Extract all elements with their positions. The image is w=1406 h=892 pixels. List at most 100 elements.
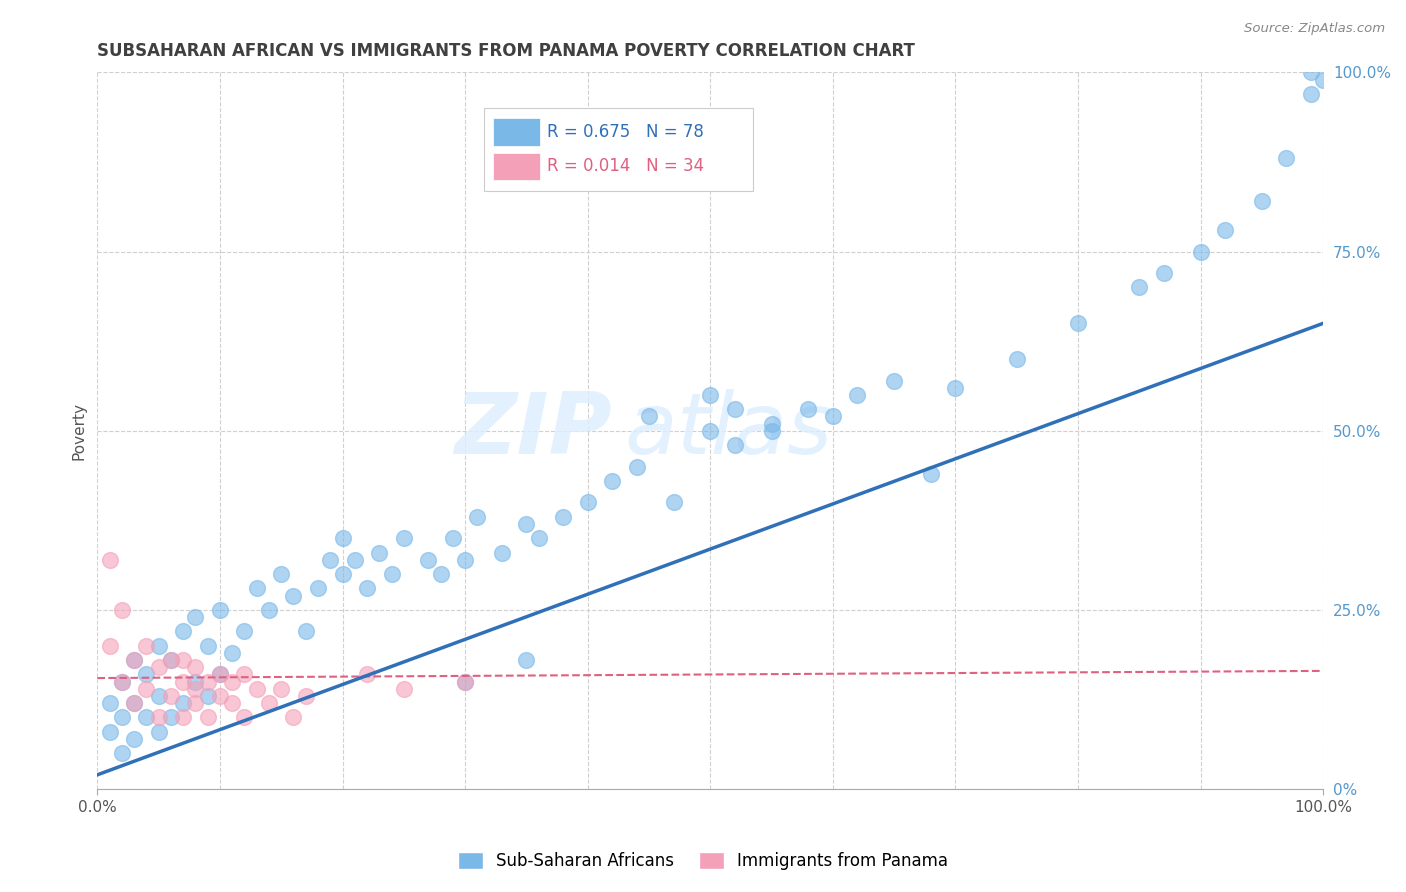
Point <box>111 747 134 761</box>
Point <box>246 681 269 696</box>
Point <box>1213 223 1236 237</box>
Point <box>699 424 721 438</box>
Legend: Sub-Saharan Africans, Immigrants from Panama: Sub-Saharan Africans, Immigrants from Pa… <box>453 847 953 875</box>
Point <box>233 624 256 639</box>
Point <box>356 582 378 596</box>
Y-axis label: Poverty: Poverty <box>72 401 86 459</box>
Point <box>454 674 477 689</box>
Point <box>1005 352 1028 367</box>
Point <box>294 689 316 703</box>
Point <box>98 553 121 567</box>
FancyBboxPatch shape <box>494 153 540 180</box>
Point <box>920 467 942 481</box>
Point <box>761 424 783 438</box>
Point <box>1251 194 1274 209</box>
Point <box>527 531 550 545</box>
FancyBboxPatch shape <box>494 119 540 145</box>
Point <box>111 710 134 724</box>
Point <box>368 546 391 560</box>
Text: SUBSAHARAN AFRICAN VS IMMIGRANTS FROM PANAMA POVERTY CORRELATION CHART: SUBSAHARAN AFRICAN VS IMMIGRANTS FROM PA… <box>97 42 915 60</box>
Point <box>135 710 157 724</box>
Point <box>233 710 256 724</box>
Point <box>172 674 194 689</box>
Point <box>135 639 157 653</box>
Point <box>283 710 305 724</box>
Point <box>662 495 685 509</box>
Text: R = 0.675   N = 78: R = 0.675 N = 78 <box>547 123 704 141</box>
Point <box>381 567 404 582</box>
Point <box>1312 72 1334 87</box>
Point <box>111 674 134 689</box>
Point <box>515 516 537 531</box>
Point <box>208 689 231 703</box>
Point <box>1275 152 1298 166</box>
Point <box>184 674 207 689</box>
Point <box>148 710 170 724</box>
Point <box>148 724 170 739</box>
Point <box>283 589 305 603</box>
Point <box>221 696 243 710</box>
Point <box>197 710 219 724</box>
Point <box>184 660 207 674</box>
Point <box>160 689 183 703</box>
Point <box>208 603 231 617</box>
Point <box>699 388 721 402</box>
Point <box>392 681 415 696</box>
Point <box>392 531 415 545</box>
Point <box>1189 244 1212 259</box>
Point <box>307 582 329 596</box>
Point <box>1153 266 1175 280</box>
Point <box>356 667 378 681</box>
FancyBboxPatch shape <box>484 108 754 191</box>
Point <box>122 696 145 710</box>
Point <box>626 459 648 474</box>
Point <box>98 639 121 653</box>
Text: Source: ZipAtlas.com: Source: ZipAtlas.com <box>1244 22 1385 36</box>
Point <box>429 567 451 582</box>
Point <box>184 681 207 696</box>
Text: atlas: atlas <box>624 389 832 472</box>
Point <box>576 495 599 509</box>
Point <box>122 696 145 710</box>
Point <box>638 409 661 424</box>
Point <box>1067 316 1090 330</box>
Point <box>208 667 231 681</box>
Point <box>761 417 783 431</box>
Point <box>172 696 194 710</box>
Point <box>553 509 575 524</box>
Point <box>135 681 157 696</box>
Point <box>332 531 354 545</box>
Point <box>122 653 145 667</box>
Point <box>257 603 280 617</box>
Point <box>821 409 844 424</box>
Point <box>797 402 820 417</box>
Point <box>197 689 219 703</box>
Point <box>270 681 292 696</box>
Point <box>221 674 243 689</box>
Point <box>172 710 194 724</box>
Point <box>172 624 194 639</box>
Point <box>246 582 269 596</box>
Point <box>111 674 134 689</box>
Point <box>343 553 366 567</box>
Point <box>467 509 489 524</box>
Point <box>98 724 121 739</box>
Point <box>122 731 145 746</box>
Point <box>221 646 243 660</box>
Point <box>418 553 440 567</box>
Point <box>1128 280 1150 294</box>
Point <box>454 674 477 689</box>
Point <box>197 674 219 689</box>
Text: R = 0.014   N = 34: R = 0.014 N = 34 <box>547 157 704 175</box>
Point <box>846 388 869 402</box>
Point <box>197 639 219 653</box>
Point <box>945 381 967 395</box>
Point <box>111 603 134 617</box>
Point <box>148 660 170 674</box>
Point <box>600 474 623 488</box>
Point <box>294 624 316 639</box>
Point <box>1299 65 1322 79</box>
Point <box>160 653 183 667</box>
Point <box>233 667 256 681</box>
Point <box>135 667 157 681</box>
